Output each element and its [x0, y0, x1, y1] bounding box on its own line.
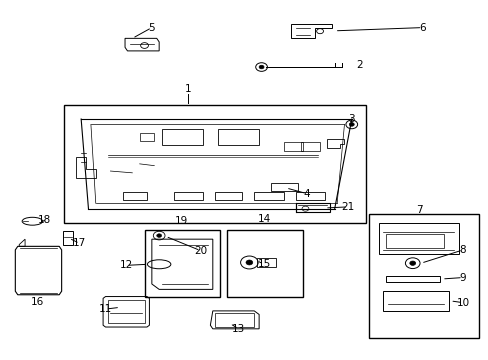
Text: 8: 8 [459, 245, 466, 255]
Bar [383, 291, 448, 311]
Bar [217, 129, 259, 145]
Bar [300, 142, 320, 151]
Text: 5: 5 [148, 23, 155, 33]
Text: 17: 17 [73, 238, 86, 248]
Text: 21: 21 [341, 202, 354, 212]
Bar [256, 258, 276, 267]
Circle shape [409, 261, 415, 265]
Text: 19: 19 [174, 216, 187, 226]
Bar [368, 214, 478, 338]
Text: 6: 6 [418, 23, 425, 33]
Text: 18: 18 [38, 215, 51, 225]
Bar [283, 142, 303, 151]
Circle shape [157, 234, 161, 237]
Text: 2: 2 [355, 60, 362, 70]
Bar [62, 231, 73, 244]
Text: 16: 16 [31, 297, 44, 307]
Bar [254, 192, 283, 200]
Bar [108, 300, 144, 323]
Text: 12: 12 [120, 260, 133, 270]
Circle shape [348, 123, 353, 126]
Text: 1: 1 [185, 84, 191, 94]
Text: 13: 13 [231, 324, 245, 334]
Bar [144, 230, 220, 297]
Text: 4: 4 [303, 189, 309, 199]
Bar [385, 276, 439, 282]
Bar [64, 105, 366, 223]
Text: 9: 9 [459, 273, 466, 283]
Circle shape [245, 260, 252, 265]
Bar [295, 192, 325, 200]
Bar [385, 234, 444, 248]
Circle shape [259, 65, 264, 69]
Bar [161, 129, 203, 145]
Text: 10: 10 [455, 298, 468, 308]
Text: 3: 3 [348, 114, 354, 124]
Bar [140, 133, 154, 140]
Text: 14: 14 [257, 215, 270, 224]
Bar [122, 192, 147, 200]
Bar [271, 183, 298, 191]
Bar [215, 313, 254, 327]
Text: 15: 15 [257, 259, 270, 269]
Bar [173, 192, 203, 200]
Text: 7: 7 [415, 206, 422, 216]
Bar [215, 192, 242, 200]
Bar [378, 223, 458, 253]
Text: 20: 20 [194, 246, 207, 256]
Bar [227, 230, 303, 297]
Text: 11: 11 [99, 304, 112, 314]
